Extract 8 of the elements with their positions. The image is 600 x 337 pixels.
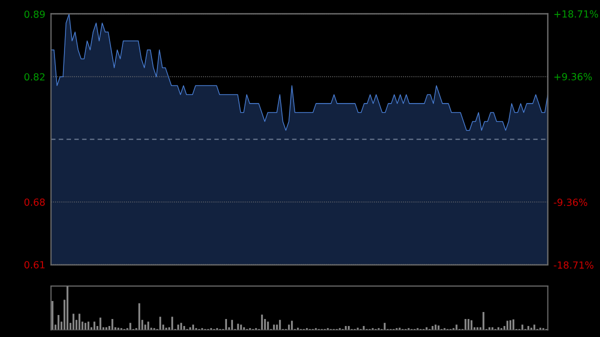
y2-tick-label: -18.71% [554,261,594,269]
y2-tick-label: -9.36% [554,198,588,206]
y-tick-label: 0.82 [24,73,44,81]
y2-tick-label: +18.71% [554,10,598,18]
y-tick-label: 0.89 [24,10,45,18]
y-tick-label: 0.61 [24,261,45,268]
y2-tick-label: +9.36% [554,73,592,80]
y-tick-label: 0.68 [24,198,45,206]
